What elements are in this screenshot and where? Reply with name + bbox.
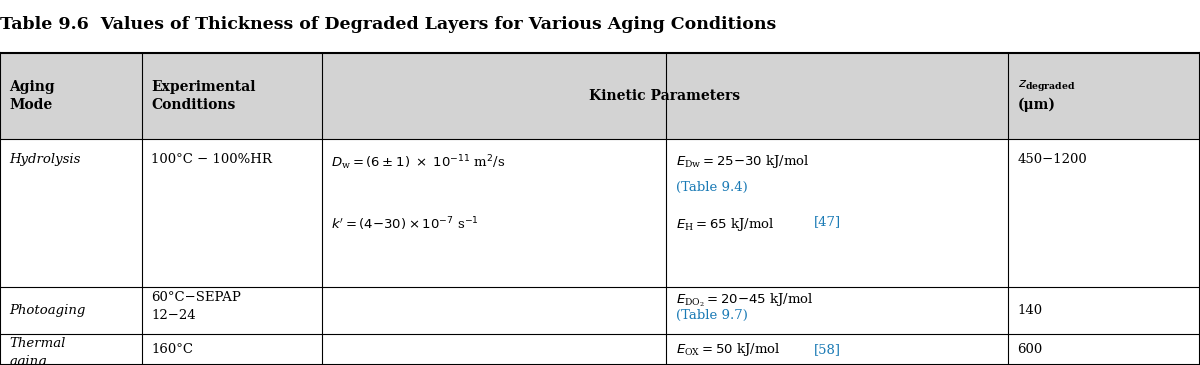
Text: [58]: [58] bbox=[814, 343, 840, 356]
Text: Kinetic Parameters: Kinetic Parameters bbox=[589, 89, 740, 103]
Text: $E_\mathregular{Dw} = 25{-}30\ \mathregular{kJ/mol}$: $E_\mathregular{Dw} = 25{-}30\ \mathregu… bbox=[676, 153, 809, 170]
Text: $E_\mathregular{H} = 65\ \mathregular{kJ/mol}$: $E_\mathregular{H} = 65\ \mathregular{kJ… bbox=[676, 216, 774, 233]
Text: $E_\mathregular{DO_2} = 20{-}45\ \mathregular{kJ/mol}$: $E_\mathregular{DO_2} = 20{-}45\ \mathre… bbox=[676, 291, 814, 309]
Text: (Table 9.4): (Table 9.4) bbox=[676, 181, 748, 194]
Text: Conditions: Conditions bbox=[151, 98, 235, 112]
Text: 140: 140 bbox=[1018, 304, 1043, 317]
Bar bbox=[0, 53, 1200, 139]
Bar bbox=[0, 334, 1200, 365]
Text: 100°C − 100%HR: 100°C − 100%HR bbox=[151, 153, 272, 166]
Text: $E_\mathregular{OX} = 50\ \mathregular{kJ/mol}$: $E_\mathregular{OX} = 50\ \mathregular{k… bbox=[676, 341, 780, 358]
Text: Thermal
aging: Thermal aging bbox=[10, 337, 66, 365]
Text: 450−1200: 450−1200 bbox=[1018, 153, 1087, 166]
Text: $k' = (4{-}30) \times 10^{-7}\ \mathregular{s}^{-1}$: $k' = (4{-}30) \times 10^{-7}\ \mathregu… bbox=[331, 216, 479, 233]
Text: $D_\mathregular{w} = (6 \pm 1) \;\times\; 10^{-11}\ \mathregular{m}^2\mathregula: $D_\mathregular{w} = (6 \pm 1) \;\times\… bbox=[331, 153, 505, 172]
Text: Mode: Mode bbox=[10, 98, 53, 112]
Text: $z_\mathregular{degraded}$: $z_\mathregular{degraded}$ bbox=[1018, 78, 1075, 93]
Text: (μm): (μm) bbox=[1018, 98, 1056, 112]
Text: 160°C: 160°C bbox=[151, 343, 193, 356]
Text: Hydrolysis: Hydrolysis bbox=[10, 153, 80, 166]
Bar bbox=[0, 287, 1200, 334]
Text: Experimental: Experimental bbox=[151, 80, 256, 94]
Text: (Table 9.7): (Table 9.7) bbox=[676, 309, 748, 322]
Text: 600: 600 bbox=[1018, 343, 1043, 356]
Text: Table 9.6  Values of Thickness of Degraded Layers for Various Aging Conditions: Table 9.6 Values of Thickness of Degrade… bbox=[0, 16, 776, 34]
Text: [47]: [47] bbox=[814, 216, 841, 228]
Text: 60°C−SEPAP
12−24: 60°C−SEPAP 12−24 bbox=[151, 291, 241, 322]
Text: Aging: Aging bbox=[10, 80, 55, 94]
Text: Photoaging: Photoaging bbox=[10, 304, 86, 317]
Bar bbox=[0, 139, 1200, 287]
